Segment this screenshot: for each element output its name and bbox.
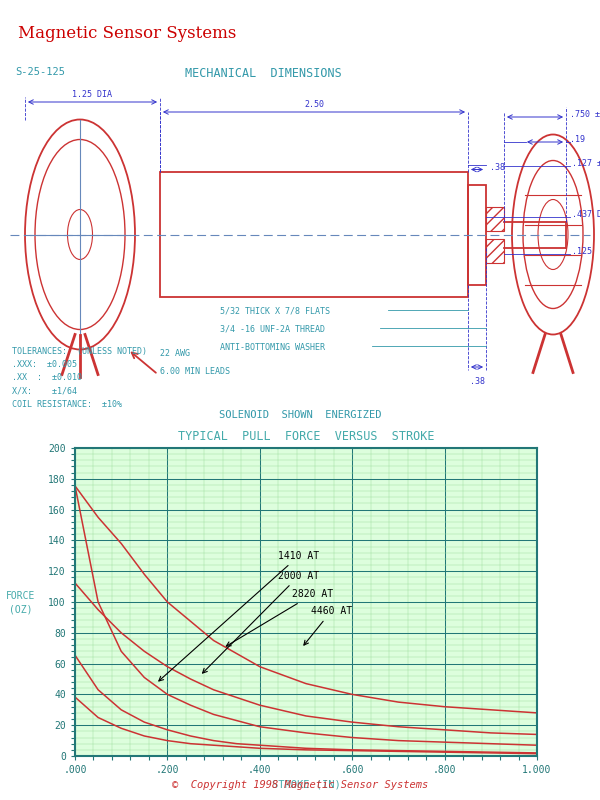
Text: FORCE: FORCE bbox=[7, 591, 35, 601]
Text: SOLENOID  SHOWN  ENERGIZED: SOLENOID SHOWN ENERGIZED bbox=[219, 410, 381, 420]
Text: 2820 AT: 2820 AT bbox=[226, 590, 333, 646]
Title: TYPICAL  PULL  FORCE  VERSUS  STROKE: TYPICAL PULL FORCE VERSUS STROKE bbox=[178, 430, 434, 442]
Text: .127 ±.002 DIA: .127 ±.002 DIA bbox=[572, 159, 600, 168]
Text: TOLERANCES:  (UNLESS NOTED)
.XXX:  ±0.005
.XX  :  ±0.010
X/X:    ±1/64
COIL RESI: TOLERANCES: (UNLESS NOTED) .XXX: ±0.005 … bbox=[12, 347, 147, 409]
Text: Magnetic Sensor Systems: Magnetic Sensor Systems bbox=[18, 26, 236, 42]
Text: MECHANICAL  DIMENSIONS: MECHANICAL DIMENSIONS bbox=[185, 67, 342, 80]
Text: .38: .38 bbox=[470, 377, 485, 386]
Bar bbox=[468, 185, 486, 285]
Text: 22 AWG: 22 AWG bbox=[160, 349, 190, 358]
Bar bbox=[160, 172, 468, 297]
Text: 1410 AT: 1410 AT bbox=[159, 551, 319, 681]
Text: ANTI-BOTTOMING WASHER: ANTI-BOTTOMING WASHER bbox=[220, 343, 325, 352]
Text: 2000 AT: 2000 AT bbox=[203, 571, 319, 673]
Text: 5/32 THICK X 7/8 FLATS: 5/32 THICK X 7/8 FLATS bbox=[220, 307, 330, 316]
Text: 1.25 DIA: 1.25 DIA bbox=[73, 90, 113, 99]
Bar bbox=[486, 206, 504, 230]
Text: .125: .125 bbox=[572, 247, 592, 256]
Text: .19: .19 bbox=[570, 135, 585, 144]
Text: 6.00 MIN LEADS: 6.00 MIN LEADS bbox=[160, 366, 230, 375]
Text: 4460 AT: 4460 AT bbox=[304, 606, 352, 645]
Text: 3/4 -16 UNF-2A THREAD: 3/4 -16 UNF-2A THREAD bbox=[220, 325, 325, 334]
Text: (OZ): (OZ) bbox=[9, 605, 33, 614]
Bar bbox=[486, 238, 504, 262]
Text: ©  Copyright 1998 Magnetic Sensor Systems: © Copyright 1998 Magnetic Sensor Systems bbox=[172, 781, 428, 790]
Text: .38: .38 bbox=[490, 163, 505, 173]
X-axis label: STROKE (IN): STROKE (IN) bbox=[272, 779, 340, 789]
Text: .437 DIA: .437 DIA bbox=[572, 210, 600, 219]
Text: S-25-125: S-25-125 bbox=[15, 67, 65, 77]
Text: .750 ±.015: .750 ±.015 bbox=[570, 110, 600, 119]
Text: 2.50: 2.50 bbox=[304, 100, 324, 109]
